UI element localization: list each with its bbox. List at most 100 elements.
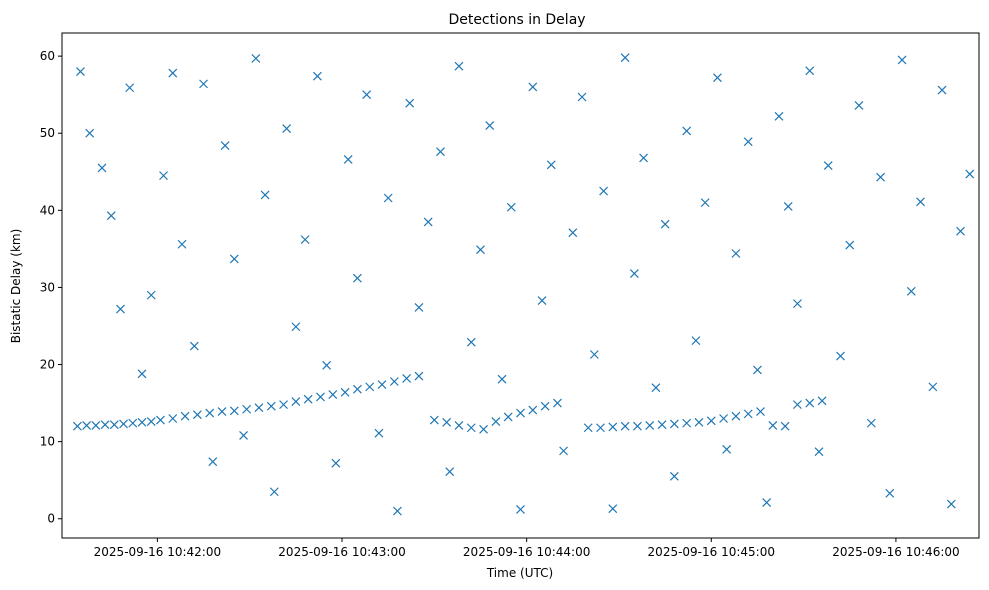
data-point: [436, 147, 445, 157]
data-point: [836, 351, 845, 361]
data-point: [220, 141, 230, 150]
data-point: [383, 193, 393, 203]
data-point: [660, 219, 670, 229]
x-tick-label: 2025-09-16 10:43:00: [278, 545, 405, 559]
data-point: [937, 85, 947, 95]
data-point: [780, 421, 790, 431]
data-point: [72, 421, 82, 431]
data-point: [491, 417, 501, 427]
data-point: [146, 417, 156, 427]
data-point: [137, 417, 147, 427]
data-point: [97, 163, 107, 173]
data-point: [906, 286, 916, 296]
data-point: [229, 406, 239, 416]
data-point: [540, 401, 550, 411]
data-point: [82, 421, 92, 430]
data-point: [192, 410, 202, 420]
data-point: [365, 382, 375, 392]
data-point: [866, 418, 876, 428]
data-point: [322, 360, 332, 370]
data-point: [466, 337, 476, 347]
data-point: [762, 498, 772, 507]
data-point: [885, 488, 895, 498]
data-point: [691, 336, 701, 346]
data-point: [753, 365, 762, 375]
data-point: [454, 61, 464, 71]
data-point: [639, 153, 649, 163]
data-point: [583, 423, 593, 433]
data-point: [669, 419, 679, 429]
data-point: [328, 390, 338, 400]
data-point: [793, 299, 802, 309]
data-point: [743, 409, 753, 419]
x-axis-ticks: 2025-09-16 10:42:00 2025-09-16 10:43:00 20…: [94, 538, 960, 559]
data-point: [205, 408, 215, 418]
data-point: [125, 83, 135, 93]
data-point: [722, 444, 732, 454]
data-point: [217, 407, 227, 416]
data-point: [694, 417, 704, 427]
data-point: [402, 373, 412, 383]
y-tick-label: 0: [47, 512, 55, 526]
data-point: [854, 101, 864, 110]
data-point: [423, 217, 433, 227]
data-point: [793, 400, 802, 410]
data-point: [817, 396, 827, 406]
data-point: [374, 428, 384, 438]
data-point: [352, 273, 362, 283]
data-point: [454, 421, 464, 430]
data-point: [91, 421, 101, 430]
data-point: [479, 424, 488, 434]
data-point: [629, 269, 639, 278]
data-point: [719, 414, 729, 423]
y-tick-label: 60: [40, 49, 55, 63]
x-tick-label: 2025-09-16 10:45:00: [648, 545, 775, 559]
y-axis-label: Bistatic Delay (km): [9, 229, 23, 344]
data-point: [229, 254, 239, 264]
data-point: [845, 240, 855, 250]
data-point: [199, 79, 208, 89]
data-point: [620, 421, 630, 431]
data-point: [392, 506, 402, 516]
data-point: [669, 471, 679, 481]
y-tick-label: 50: [40, 126, 55, 140]
data-point: [279, 400, 288, 410]
data-point: [429, 415, 439, 425]
data-point: [251, 54, 261, 63]
data-point: [331, 458, 341, 468]
data-point: [876, 172, 885, 182]
plot-frame: [61, 32, 980, 539]
data-point: [476, 245, 485, 255]
data-point: [706, 416, 716, 426]
data-point: [266, 401, 276, 411]
data-point: [553, 398, 562, 408]
data-point: [180, 411, 190, 421]
data-point: [343, 155, 353, 164]
data-point: [756, 407, 765, 416]
data-point: [805, 66, 815, 76]
data-point: [528, 82, 538, 92]
data-point: [805, 398, 815, 408]
data-point: [242, 404, 252, 414]
x-tick-label: 2025-09-16 10:42:00: [94, 545, 221, 559]
data-point: [300, 235, 310, 245]
data-point: [516, 505, 525, 514]
data-point: [106, 211, 116, 221]
data-point: [269, 487, 279, 497]
data-point: [291, 322, 301, 332]
data-point: [485, 121, 495, 130]
data-point: [168, 414, 178, 423]
data-point: [260, 190, 270, 200]
data-point: [916, 197, 925, 207]
data-point: [116, 304, 125, 314]
data-point: [445, 467, 455, 477]
data-point: [897, 55, 907, 65]
data-point: [633, 421, 642, 431]
data-point: [589, 350, 599, 359]
data-point: [577, 92, 587, 102]
data-point: [599, 186, 609, 196]
data-point: [568, 228, 578, 238]
data-point: [596, 423, 605, 433]
data-point: [466, 423, 476, 433]
